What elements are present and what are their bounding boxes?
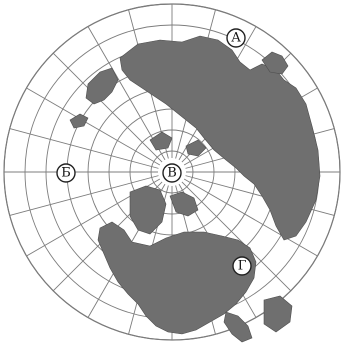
marker-g-label: Г [238, 259, 247, 274]
meridian-line [87, 26, 166, 161]
landmass-small-island-west [69, 113, 89, 129]
meridian-line [9, 175, 159, 216]
meridian-line [52, 52, 163, 163]
marker-g: Г [232, 256, 252, 276]
landmass-greenland [129, 185, 167, 235]
landmass-eurasia [119, 35, 321, 241]
marker-v-label: В [167, 166, 177, 181]
landmass-south-america [263, 295, 293, 333]
landmass-europe [85, 67, 119, 105]
marker-b-label: Б [61, 166, 71, 181]
meridian-line [181, 181, 292, 292]
marker-a: А [226, 28, 246, 48]
meridian-line [183, 178, 318, 257]
landmass-south-asia [261, 51, 289, 75]
landmass-arctic-islands [149, 131, 173, 151]
landmass-canadian-islands [169, 191, 199, 217]
marker-a-label: А [231, 31, 241, 46]
meridian-line [9, 128, 159, 169]
marker-v: В [162, 163, 182, 183]
landmass-arctic-islands-2 [185, 139, 207, 157]
landmass-north-america [97, 221, 257, 335]
landmass-central-america [223, 311, 253, 343]
marker-b: Б [56, 163, 76, 183]
meridian-line [26, 87, 161, 166]
